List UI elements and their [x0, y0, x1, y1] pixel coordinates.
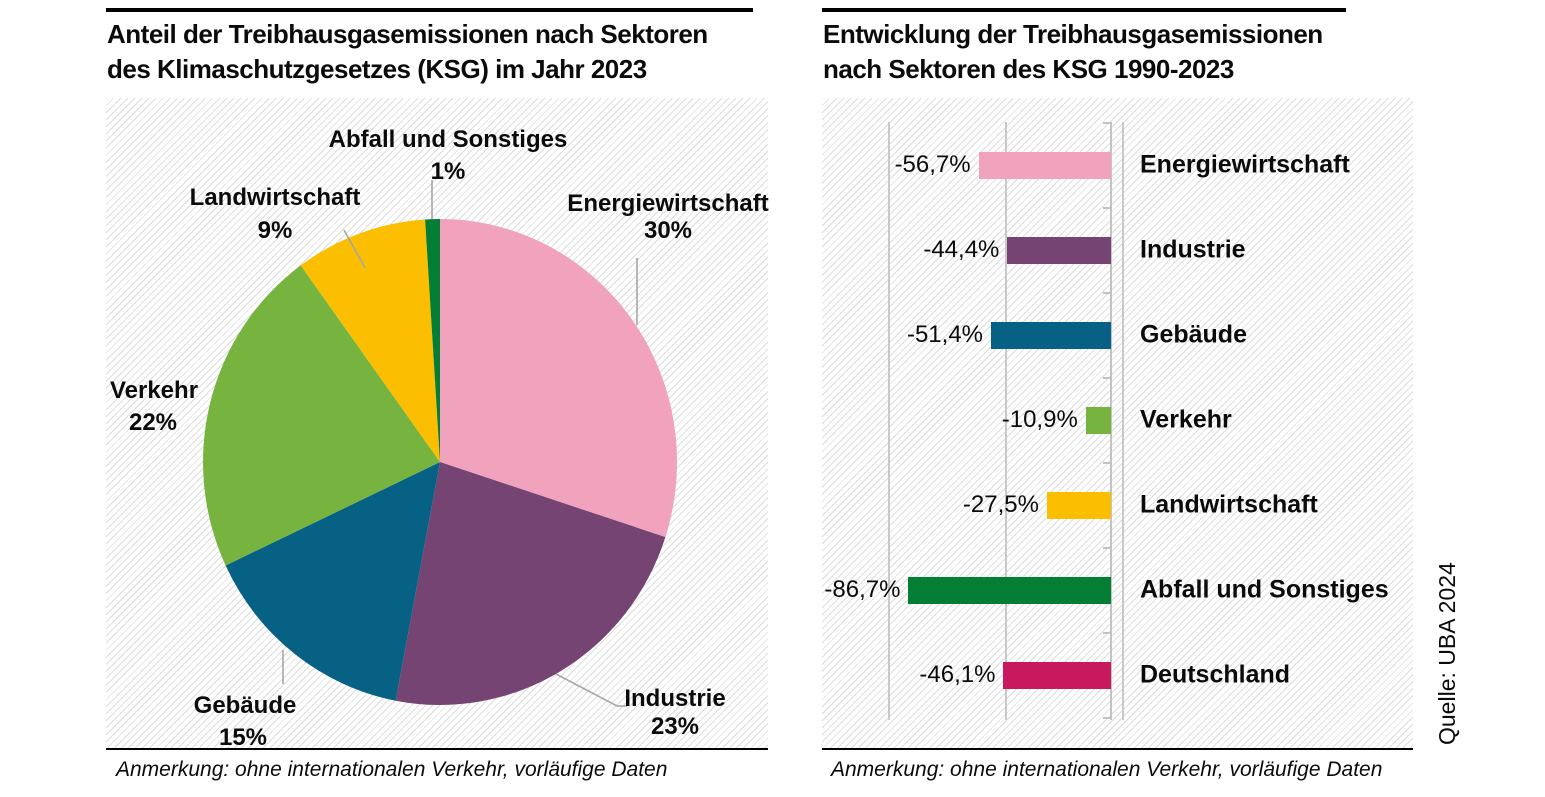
- pie-slice-gebaeude: [225, 462, 440, 701]
- bar-category-label-verkehr: Verkehr: [1140, 405, 1232, 434]
- bar-title-line2: nach Sektoren des KSG 1990-2023: [823, 54, 1234, 84]
- pie-slice-abfall-und-sonstiges: [425, 219, 440, 462]
- bar-title-line1: Entwicklung der Treibhausgasemissionen: [823, 19, 1323, 49]
- bar-axis-tick-5: [1103, 547, 1112, 549]
- pie-label-industrie: Industrie: [624, 685, 726, 712]
- bar-value-gebaeude: -51,4%: [906, 321, 984, 348]
- pie-label-landwirtschaft: Landwirtschaft: [189, 184, 361, 211]
- pie-label-gebaeude: Gebäude: [193, 692, 297, 719]
- pie-slice-industrie: [395, 462, 666, 706]
- bar-chart-note: Anmerkung: ohne internationalen Verkehr,…: [831, 758, 1383, 781]
- bar-category-label-landwirtschaft: Landwirtschaft: [1140, 490, 1318, 519]
- bar-chart-title: Entwicklung der Treibhausgasemissionen n…: [823, 17, 1423, 87]
- bar-title-rule: [822, 8, 1346, 12]
- bar-gebaeude: [991, 321, 1112, 349]
- bar-value-industrie: -44,4%: [923, 236, 1000, 263]
- bar-value-energiewirtschaft: -56,7%: [894, 151, 971, 178]
- bar-axis-tick-7: [1103, 717, 1112, 719]
- bar-baseline-axis: [1110, 122, 1113, 720]
- pie-value-gebaeude: 15%: [218, 724, 268, 751]
- bar-axis-tick-4: [1103, 462, 1112, 464]
- bar-abfall-und-sonstiges: [908, 576, 1112, 604]
- bar-category-label-industrie: Industrie: [1140, 235, 1246, 264]
- pie-value-industrie: 23%: [650, 713, 700, 740]
- bar-axis-tick-3: [1103, 377, 1112, 379]
- pie-leader-landwirtschaft: [343, 229, 366, 269]
- bar-axis-tick-2: [1103, 292, 1112, 294]
- bar-value-abfall-und-sonstiges: -86,7%: [824, 576, 901, 603]
- bar-plot-area: -56,7% Energiewirtschaft -44,4% Industrie -5…: [822, 98, 1413, 750]
- bar-value-landwirtschaft: -27,5%: [962, 491, 1039, 518]
- bar-axis-tick-1: [1103, 207, 1112, 209]
- pie-value-abfall-und-sonstiges: 1%: [430, 158, 466, 185]
- pie-chart-title: Anteil der Treibhausgasemissionen nach S…: [107, 17, 767, 87]
- bar-gridline-2: [1122, 122, 1124, 720]
- pie-label-abfall-und-sonstiges: Abfall und Sonstiges: [328, 126, 568, 153]
- bar-axis-tick-0: [1103, 122, 1112, 124]
- pie-value-verkehr: 22%: [128, 409, 178, 436]
- bar-value-verkehr: -10,9%: [1001, 406, 1078, 433]
- bar-energiewirtschaft: [978, 151, 1112, 179]
- bar-verkehr: [1085, 406, 1112, 434]
- bar-deutschland: [1003, 661, 1112, 689]
- pie-chart-note: Anmerkung: ohne internationalen Verkehr,…: [116, 758, 668, 781]
- bar-category-label-energiewirtschaft: Energiewirtschaft: [1140, 150, 1350, 179]
- pie-value-landwirtschaft: 9%: [257, 217, 293, 244]
- bar-landwirtschaft: [1046, 491, 1112, 519]
- pie-title-rule: [106, 8, 753, 12]
- pie-label-energiewirtschaft: Energiewirtschaft: [567, 190, 769, 217]
- pie-title-line2: des Klimaschutzgesetzes (KSG) im Jahr 20…: [107, 54, 647, 84]
- bar-axis-tick-6: [1103, 632, 1112, 634]
- pie-value-energiewirtschaft: 30%: [643, 217, 693, 244]
- pie-label-verkehr: Verkehr: [109, 377, 199, 404]
- bar-category-label-gebaeude: Gebäude: [1140, 320, 1247, 349]
- bar-value-deutschland: -46,1%: [919, 661, 996, 688]
- pie-svg: [203, 180, 678, 707]
- bar-industrie: [1007, 236, 1112, 264]
- pie-slice-landwirtschaft: [300, 219, 440, 462]
- source-credit: Quelle: UBA 2024: [1434, 562, 1460, 745]
- pie-title-line1: Anteil der Treibhausgasemissionen nach S…: [107, 19, 708, 49]
- bar-category-label-deutschland: Deutschland: [1140, 660, 1291, 689]
- pie-leader-industrie: [555, 673, 627, 707]
- pie-slice-energiewirtschaft: [440, 219, 678, 538]
- pie-plot-area: Energiewirtschaft 30% Industrie 23% Gebäude 1…: [106, 98, 769, 751]
- bar-gridline-1: [1005, 122, 1007, 720]
- bar-category-label-abfall-und-sonstiges: Abfall und Sonstiges: [1140, 575, 1389, 604]
- bar-gridline-0: [888, 122, 890, 720]
- pie-slice-verkehr: [203, 265, 440, 566]
